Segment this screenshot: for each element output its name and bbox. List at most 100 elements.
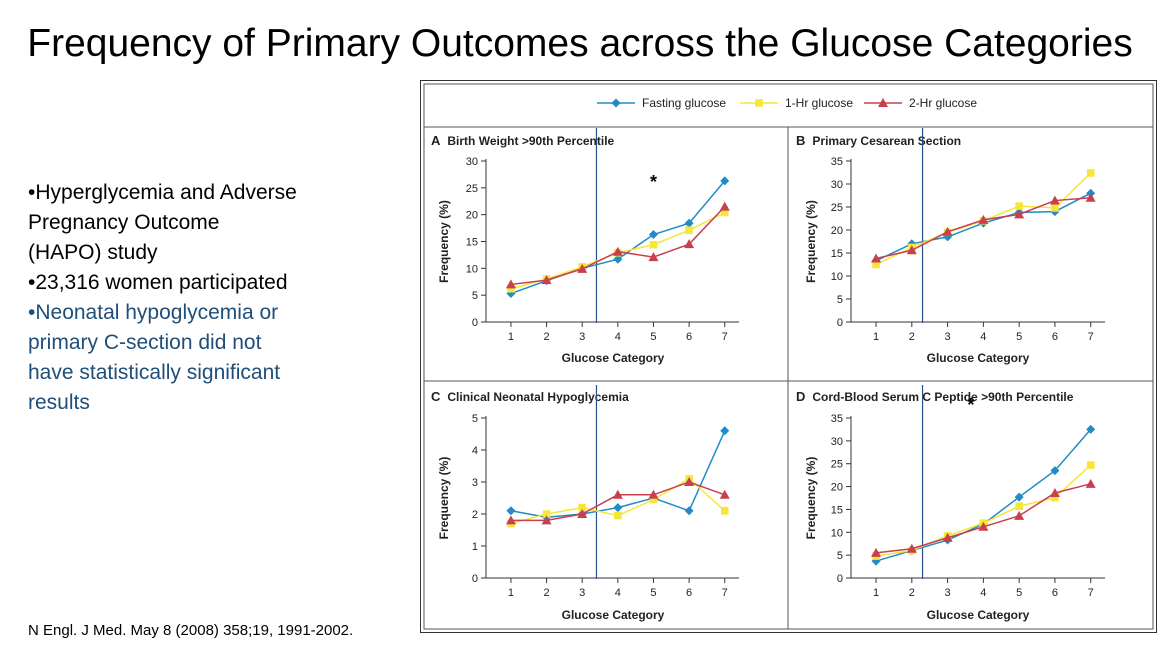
- y-axis-label: Frequency (%): [437, 200, 451, 283]
- data-point-diamond: [613, 254, 623, 264]
- significance-star: *: [967, 395, 974, 415]
- data-point-triangle: [871, 547, 882, 557]
- panel-title: B Primary Cesarean Section: [796, 133, 961, 148]
- data-point-triangle: [906, 543, 917, 553]
- y-tick-label: 30: [466, 156, 478, 168]
- data-point-triangle: [906, 245, 917, 255]
- data-point-triangle: [871, 253, 882, 263]
- y-tick-label: 15: [831, 248, 843, 260]
- data-point-triangle: [541, 515, 552, 525]
- x-tick-label: 6: [686, 331, 692, 343]
- data-point-square: [1086, 169, 1095, 177]
- data-point-triangle: [541, 275, 552, 285]
- legend-label-1: Fasting glucose: [642, 96, 726, 110]
- data-point-triangle: [684, 477, 695, 486]
- x-axis-label: Glucose Category: [927, 608, 1030, 622]
- x-axis-label: Glucose Category: [562, 351, 665, 365]
- panel-title-text: Primary Cesarean Section: [812, 134, 961, 148]
- x-axis-label: Glucose Category: [562, 608, 665, 622]
- y-tick-label: 25: [831, 459, 843, 471]
- data-point-square: [542, 510, 551, 518]
- panel-title-text: Cord-Blood Serum C Peptide >90th Percent…: [812, 390, 1073, 404]
- bullet-list: •Hyperglycemia and Adverse Pregnancy Out…: [28, 178, 298, 418]
- data-point-square: [614, 511, 622, 520]
- slide-title: Frequency of Primary Outcomes across the…: [27, 22, 1133, 65]
- data-point-diamond: [648, 230, 658, 240]
- figure-svg: Fasting glucose 1-Hr glucose 2-Hr glucose A…: [423, 83, 1154, 630]
- panel-title: D Cord-Blood Serum C Peptide >90th Percen…: [796, 389, 1074, 404]
- y-axis-label: Frequency (%): [804, 200, 818, 283]
- legend: Fasting glucose 1-Hr glucose 2-Hr glucose: [597, 96, 977, 110]
- data-point-triangle: [684, 239, 695, 249]
- x-tick-label: 1: [873, 587, 879, 599]
- x-tick-label: 3: [579, 331, 585, 343]
- data-point-square: [1051, 204, 1059, 212]
- chart-panel-b: B Primary Cesarean Section051015202530351…: [796, 128, 1105, 365]
- data-point-diamond: [1014, 492, 1024, 502]
- data-point-square: [1015, 202, 1023, 210]
- data-point-diamond: [1050, 466, 1060, 476]
- data-point-triangle: [978, 214, 989, 224]
- y-tick-label: 25: [831, 202, 843, 214]
- y-tick-label: 5: [837, 294, 843, 306]
- citation: N Engl. J Med. May 8 (2008) 358;19, 1991…: [28, 622, 354, 639]
- data-point-square: [649, 240, 658, 249]
- x-tick-label: 1: [508, 587, 514, 599]
- panel-title: A Birth Weight >90th Percentile: [431, 133, 615, 148]
- y-tick-label: 10: [466, 263, 478, 275]
- data-point-square: [1015, 502, 1023, 511]
- y-tick-label: 3: [472, 477, 478, 489]
- data-point-diamond: [506, 506, 516, 516]
- y-tick-label: 15: [831, 504, 843, 516]
- panel-letter: D: [796, 389, 805, 404]
- data-point-triangle: [577, 263, 588, 273]
- legend-marker-triangle: [878, 98, 888, 107]
- y-tick-label: 5: [837, 550, 843, 562]
- x-tick-label: 4: [980, 331, 986, 343]
- x-tick-label: 2: [544, 587, 550, 599]
- data-point-triangle: [942, 532, 953, 542]
- y-tick-label: 5: [472, 290, 478, 302]
- x-tick-label: 4: [615, 587, 621, 599]
- data-point-triangle: [1049, 195, 1060, 205]
- y-tick-label: 5: [472, 413, 478, 425]
- x-tick-label: 2: [909, 587, 915, 599]
- data-point-square: [1051, 493, 1059, 502]
- data-point-triangle: [1085, 192, 1096, 202]
- x-axis-label: Glucose Category: [927, 351, 1030, 365]
- y-tick-label: 20: [831, 482, 843, 494]
- data-point-triangle: [1085, 478, 1096, 488]
- y-tick-label: 30: [831, 436, 843, 448]
- y-tick-label: 10: [831, 527, 843, 539]
- data-point-diamond: [720, 426, 730, 436]
- x-tick-label: 7: [1088, 331, 1094, 343]
- y-tick-label: 15: [466, 237, 478, 249]
- data-point-triangle: [1014, 510, 1025, 520]
- bullet-item-results: •Neonatal hypoglycemia or primary C-sect…: [28, 301, 281, 414]
- y-tick-label: 20: [466, 210, 478, 222]
- data-point-square: [872, 260, 880, 269]
- x-tick-label: 7: [722, 331, 728, 343]
- x-tick-label: 5: [650, 587, 656, 599]
- y-tick-label: 0: [837, 317, 843, 329]
- data-point-square: [507, 284, 515, 293]
- data-point-triangle: [505, 279, 516, 289]
- data-point-diamond: [1086, 424, 1096, 434]
- y-tick-label: 25: [466, 183, 478, 195]
- data-point-triangle: [978, 521, 989, 531]
- chart-panel-a: A Birth Weight >90th Percentile0510152025…: [431, 128, 739, 365]
- data-point-diamond: [684, 218, 694, 228]
- x-tick-label: 3: [579, 587, 585, 599]
- data-point-diamond: [720, 176, 730, 186]
- panel-title-text: Clinical Neonatal Hypoglycemia: [447, 390, 629, 404]
- y-tick-label: 0: [472, 573, 478, 585]
- x-tick-label: 5: [1016, 331, 1022, 343]
- x-tick-label: 1: [873, 331, 879, 343]
- x-tick-label: 6: [1052, 331, 1058, 343]
- chart-panel-c: C Clinical Neonatal Hypoglycemia 0 1 2 3 4 5 1 2 3…: [431, 385, 739, 622]
- data-point-square: [649, 495, 658, 504]
- figure-panel: Fasting glucose 1-Hr glucose 2-Hr glucose A…: [420, 80, 1157, 633]
- x-tick-label: 5: [1016, 587, 1022, 599]
- data-point-diamond: [613, 503, 623, 513]
- y-tick-label: 35: [831, 156, 843, 168]
